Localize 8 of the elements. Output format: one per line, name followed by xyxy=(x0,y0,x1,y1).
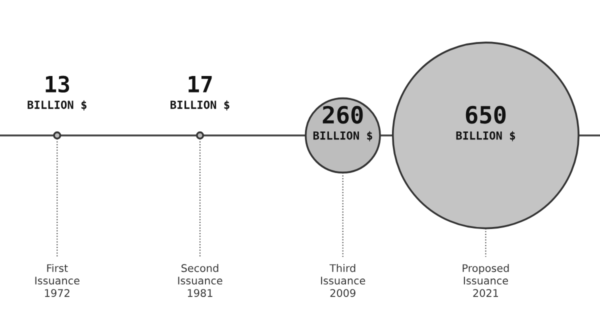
category-label: Proposed Issuance 2021 xyxy=(462,264,509,297)
category-label: Third Issuance 2009 xyxy=(321,264,366,297)
data-label: 260 BILLION $ xyxy=(313,106,372,142)
category-label: Second Issuance 1981 xyxy=(178,264,222,297)
data-label: 13 BILLION $ xyxy=(28,76,86,110)
category-label: First Issuance 1972 xyxy=(35,264,80,297)
data-label: 17 BILLION $ xyxy=(170,76,230,110)
data-label: 650 BILLION $ xyxy=(456,106,516,142)
